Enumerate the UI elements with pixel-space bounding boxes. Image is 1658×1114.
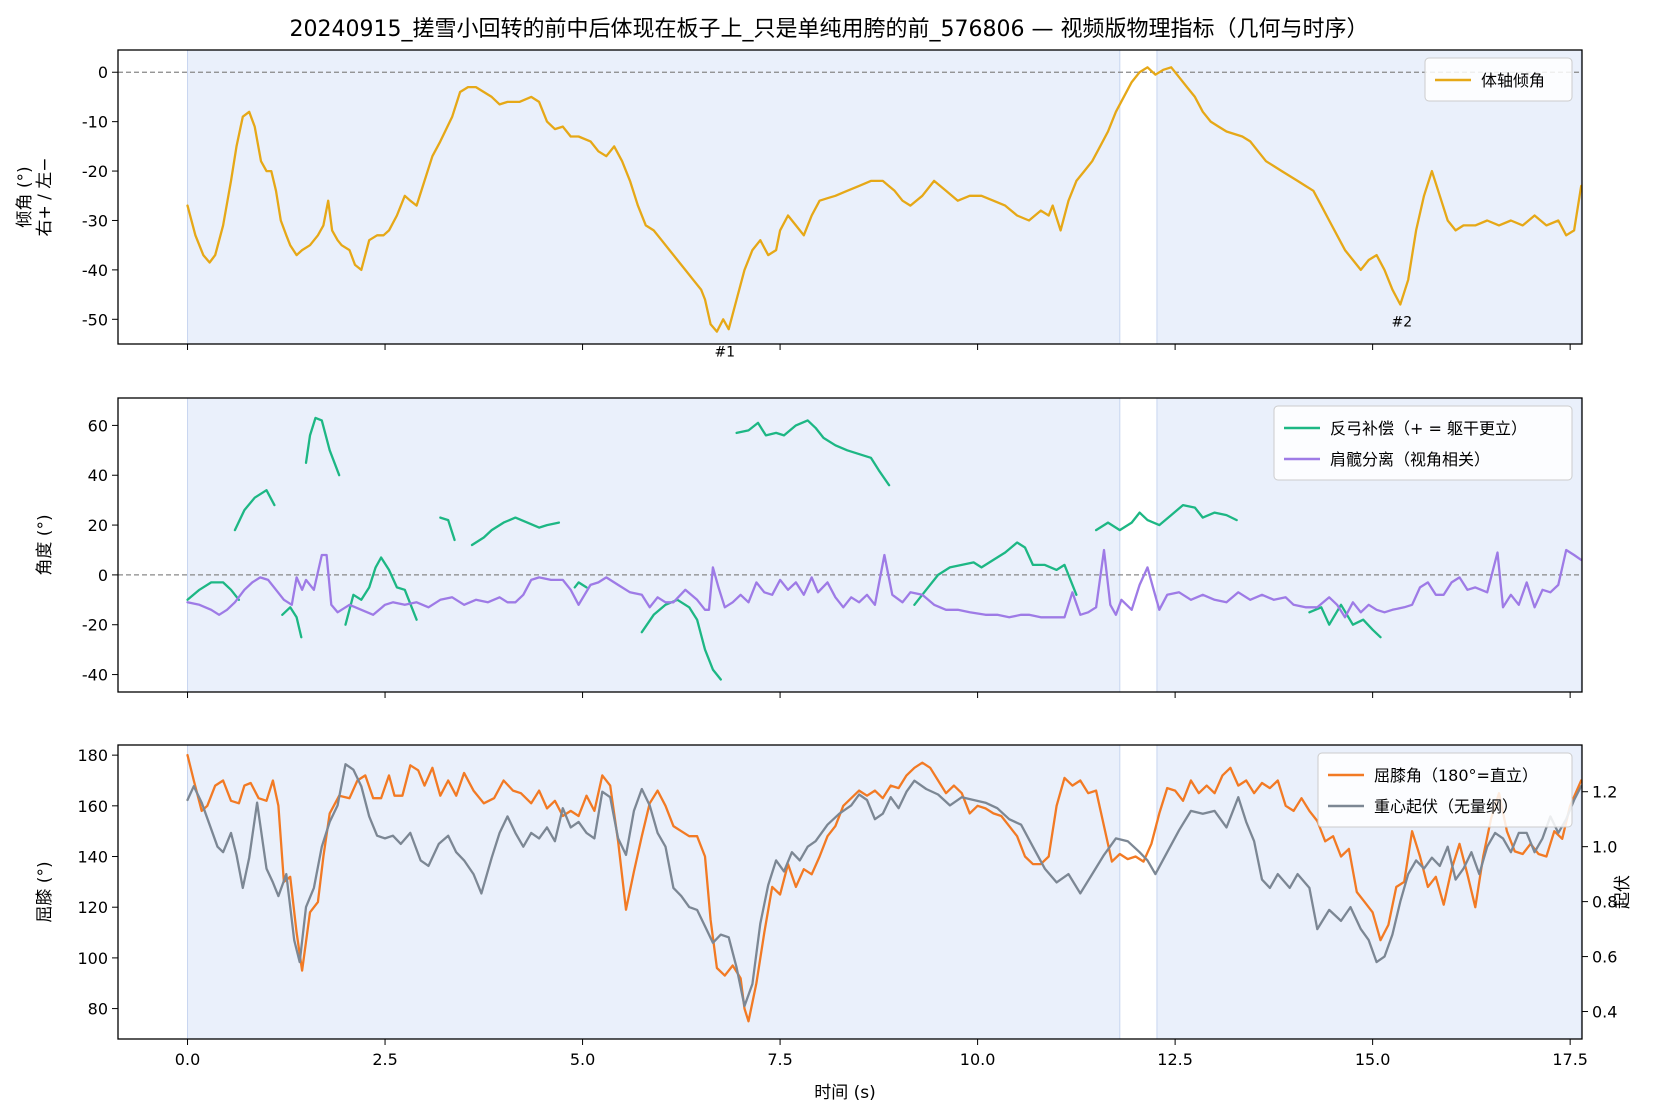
y-tick-label: -50: [82, 310, 108, 329]
axes-frame: [117, 744, 1583, 1040]
y-tick-label: 20: [88, 516, 108, 535]
y-tick-label: -20: [82, 162, 108, 181]
legend-box: [1273, 405, 1573, 481]
x-tick-label: 17.5: [1552, 1050, 1588, 1069]
y-tick-label: 180: [77, 746, 108, 765]
y-axis-label: 倾角 (°): [15, 166, 35, 227]
y-axis-label: 屈膝 (°): [35, 861, 55, 922]
y2-tick-label: 0.4: [1592, 1003, 1617, 1022]
x-tick-label: 7.5: [767, 1050, 792, 1069]
plot-area: [186, 753, 1582, 1023]
y2-tick-label: 0.8: [1592, 893, 1617, 912]
y-tick-label: -40: [82, 261, 108, 280]
legend: 反弓补偿（+ = 躯干更立） 肩髋分离（视角相关）: [1273, 405, 1573, 481]
x-tick-label: 10.0: [960, 1050, 996, 1069]
y-axis-label-sub: 右+ / 左−: [35, 157, 55, 236]
axes-frame: [117, 397, 1583, 693]
y-tick-label: 160: [77, 797, 108, 816]
plot-area: [186, 416, 1582, 681]
y-tick-label: 0: [98, 63, 108, 82]
annotation-label: #2: [1392, 315, 1413, 331]
series-line-0-segment-11: [1094, 503, 1238, 532]
highlight-span-0: [187, 397, 1121, 693]
legend-label: 屈膝角（180°=直立）: [1374, 766, 1538, 785]
panel-knee-com: 180 160 140 120 100 80 1.2 1.0 0.8 0.6 0.4 0.0 2.5 5.…: [35, 744, 1633, 1069]
y2-tick-label: 0.6: [1592, 948, 1617, 967]
y-tick-label: 0: [98, 566, 108, 585]
y-tick-label: 100: [77, 949, 108, 968]
y-tick-label: -30: [82, 211, 108, 230]
legend-label: 重心起伏（无量纲）: [1374, 797, 1518, 816]
plot-area: [186, 66, 1582, 333]
legend-box: [1317, 752, 1573, 828]
series-line-0-segment-8: [640, 598, 722, 681]
series-line-0-segment-5: [439, 516, 456, 542]
series-line-0-segment-10: [913, 541, 1078, 606]
series-line-0: [186, 753, 1582, 1023]
y-tick-label: 40: [88, 466, 108, 485]
x-tick-label: 12.5: [1157, 1050, 1193, 1069]
y2-axis-label: 起伏: [1613, 875, 1633, 909]
x-tick-label: 2.5: [372, 1050, 397, 1069]
legend-label: 肩髋分离（视角相关）: [1330, 450, 1490, 469]
series-line-0-segment-9: [735, 419, 891, 487]
y-tick-label: -40: [82, 666, 108, 685]
x-tick-label: 5.0: [570, 1050, 595, 1069]
y-axis-label: 角度 (°): [35, 514, 55, 575]
series-line-0-segment-1: [233, 489, 276, 532]
y-tick-label: 140: [77, 848, 108, 867]
x-axis-label: 时间 (s): [814, 1083, 876, 1103]
series-line-0-segment-0: [186, 581, 241, 601]
legend-label: 反弓补偿（+ = 躯干更立）: [1330, 419, 1527, 438]
figure-title: 20240915_搓雪小回转的前中后体现在板子上_只是单纯用胯的前_576806…: [290, 17, 1369, 42]
y-tick-label: 120: [77, 898, 108, 917]
annotation-label: #1: [714, 344, 735, 360]
y-tick-label: 60: [88, 416, 108, 435]
legend: 屈膝角（180°=直立） 重心起伏（无量纲）: [1317, 752, 1573, 828]
series-line-0: [186, 66, 1582, 333]
series-line-0-segment-6: [470, 516, 561, 547]
y-tick-label: -10: [82, 113, 108, 132]
highlight-span-0: [187, 49, 1121, 345]
axes-frame: [117, 49, 1583, 345]
series-line-0-segment-3: [304, 416, 341, 477]
legend-box: [1424, 57, 1573, 102]
y-tick-label: -20: [82, 616, 108, 635]
panel-angles: 60 40 20 0 -20 -40 角度 (°) 反弓补偿（+ = 躯干更立） 肩髋分离（视角…: [35, 397, 1583, 698]
series-line-0-segment-7: [573, 581, 588, 589]
series-line-1: [186, 548, 1582, 619]
y2-tick-label: 1.2: [1592, 783, 1617, 802]
legend: 体轴倾角: [1424, 57, 1573, 102]
legend-label: 体轴倾角: [1481, 71, 1545, 90]
x-tick-label: 15.0: [1355, 1050, 1391, 1069]
highlight-span-0: [187, 744, 1121, 1040]
y2-tick-label: 1.0: [1592, 838, 1617, 857]
series-line-0-segment-2: [281, 606, 303, 639]
x-tick-label: 0.0: [175, 1050, 200, 1069]
series-line-1: [186, 763, 1582, 1008]
panel-body-tilt: 0 -10 -20 -30 -40 -50 倾角 (°) 右+ / 左− #1 #2 体轴倾角: [15, 49, 1583, 360]
series-line-0-segment-4: [344, 556, 418, 626]
y-tick-label: 80: [88, 1000, 108, 1019]
